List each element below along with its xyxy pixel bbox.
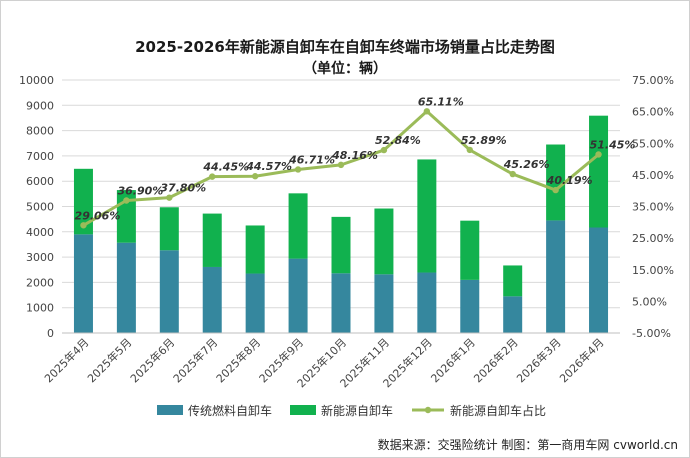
y-left-tick-label: 1000: [26, 302, 54, 315]
share-data-label: 51.45%: [590, 138, 636, 151]
share-point: [552, 186, 559, 194]
y-left-tick-label: 2000: [26, 276, 54, 289]
share-data-label: 36.90%: [117, 184, 163, 197]
bar-new-energy: [288, 193, 308, 259]
share-data-label: 46.71%: [288, 153, 335, 166]
bar-traditional: [73, 234, 93, 333]
y-right-tick-label: -5.00%: [632, 327, 671, 340]
y-right-tick-label: 25.00%: [632, 232, 674, 245]
y-left-tick-label: 10000: [19, 74, 54, 87]
y-right-tick-label: 15.00%: [632, 264, 674, 277]
y-right-tick-label: 5.00%: [632, 295, 667, 308]
share-data-label: 29.06%: [75, 209, 121, 222]
bar-traditional: [202, 266, 222, 333]
share-data-label: 40.19%: [546, 174, 593, 187]
bar-traditional: [159, 250, 179, 333]
x-tick-label: 2025年5月: [84, 335, 134, 385]
share-point: [251, 173, 259, 180]
bar-traditional: [116, 242, 136, 333]
x-tick-label: 2025年6月: [127, 335, 177, 385]
y-left-tick-label: 6000: [26, 175, 54, 188]
bar-new-energy: [460, 220, 480, 280]
bar-traditional: [460, 279, 480, 333]
x-tick-label: 2026年3月: [514, 335, 564, 385]
x-tick-label: 2025年4月: [41, 335, 91, 385]
share-point: [595, 151, 602, 158]
share-point: [466, 146, 473, 154]
legend-swatch-share-point: [424, 406, 432, 414]
share-point: [509, 170, 516, 178]
share-data-label: 52.89%: [461, 134, 507, 147]
share-point: [209, 173, 216, 180]
y-left-tick-label: 9000: [26, 99, 54, 112]
x-tick-label: 2026年1月: [428, 335, 478, 385]
share-data-label: 44.57%: [245, 160, 292, 173]
y-right-tick-label: 65.00%: [632, 106, 674, 119]
share-data-label: 37.80%: [160, 182, 206, 195]
legend-swatch-new-energy: [290, 405, 316, 415]
bar-new-energy: [417, 159, 437, 273]
bar-new-energy: [589, 115, 609, 228]
bar-new-energy: [159, 207, 179, 251]
y-right-tick-label: 75.00%: [632, 74, 674, 87]
legend-label-new-energy: 新能源自卸车: [321, 403, 393, 418]
y-left-tick-label: 3000: [26, 251, 54, 264]
share-data-label: 48.16%: [331, 149, 378, 162]
bar-traditional: [546, 220, 566, 333]
share-data-label: 52.84%: [375, 134, 421, 147]
y-right-tick-label: 45.00%: [632, 169, 674, 182]
share-data-label: 44.45%: [202, 161, 249, 174]
y-right-tick-label: 35.00%: [632, 201, 674, 214]
bar-traditional: [417, 272, 437, 333]
y-left-tick-label: 5000: [26, 201, 54, 214]
share-point: [423, 108, 431, 115]
legend-swatch-traditional: [157, 405, 183, 415]
chart-subtitle: （单位：辆）: [303, 61, 387, 77]
bar-traditional: [503, 296, 523, 333]
bar-traditional: [589, 227, 609, 333]
share-point: [337, 161, 345, 169]
bar-traditional: [331, 273, 351, 333]
data-source-note: 数据来源：交强险统计 制图：第一商用车网 cvworld.cn: [377, 438, 678, 452]
bar-new-energy: [331, 216, 351, 274]
y-right-tick-label: 55.00%: [632, 137, 674, 150]
y-left-tick-label: 8000: [26, 125, 54, 138]
y-left-tick-label: 7000: [26, 150, 54, 163]
bar-new-energy: [374, 208, 394, 275]
bar-traditional: [245, 273, 265, 333]
share-point: [80, 222, 87, 229]
bar-new-energy: [546, 144, 566, 221]
x-tick-label: 2026年2月: [471, 335, 521, 385]
y-left-tick-label: 4000: [26, 226, 54, 239]
x-tick-label: 2026年4月: [556, 335, 606, 385]
bar-new-energy: [202, 213, 222, 267]
x-tick-label: 2025年8月: [213, 335, 263, 385]
legend-label-traditional: 传统燃料自卸车: [188, 403, 272, 418]
share-point: [123, 197, 130, 204]
share-point: [294, 166, 302, 173]
share-point: [166, 194, 173, 201]
bar-new-energy: [245, 225, 265, 274]
y-left-tick-label: 0: [47, 327, 54, 340]
share-data-label: 65.11%: [418, 95, 464, 108]
bar-traditional: [374, 274, 394, 333]
legend-label-share: 新能源自卸车占比: [450, 403, 546, 418]
chart-title: 2025-2026年新能源自卸车在自卸车终端市场销量占比走势图: [135, 38, 555, 56]
share-data-label: 45.26%: [503, 158, 550, 171]
share-point: [380, 146, 388, 154]
x-tick-label: 2025年7月: [170, 335, 220, 385]
bar-traditional: [288, 258, 308, 333]
bar-new-energy: [503, 265, 523, 297]
bar-new-energy: [73, 168, 93, 235]
